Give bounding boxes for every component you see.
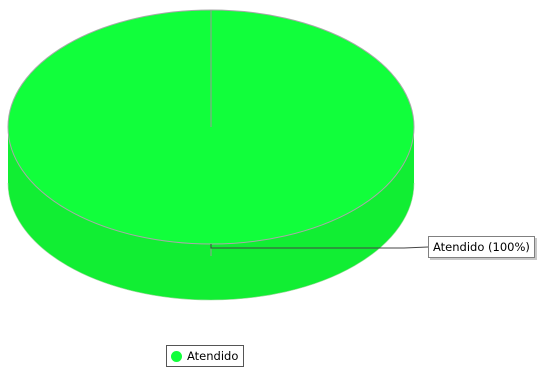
legend: Atendido xyxy=(166,345,245,367)
legend-swatch-atendido xyxy=(171,350,182,362)
legend-label-atendido: Atendido xyxy=(187,349,239,363)
pie-side-atendido xyxy=(8,127,414,300)
slice-label-leader xyxy=(210,244,429,249)
pie-bottom-edge xyxy=(7,182,415,301)
slice-label-atendido: Atendido (100%) xyxy=(428,236,535,258)
